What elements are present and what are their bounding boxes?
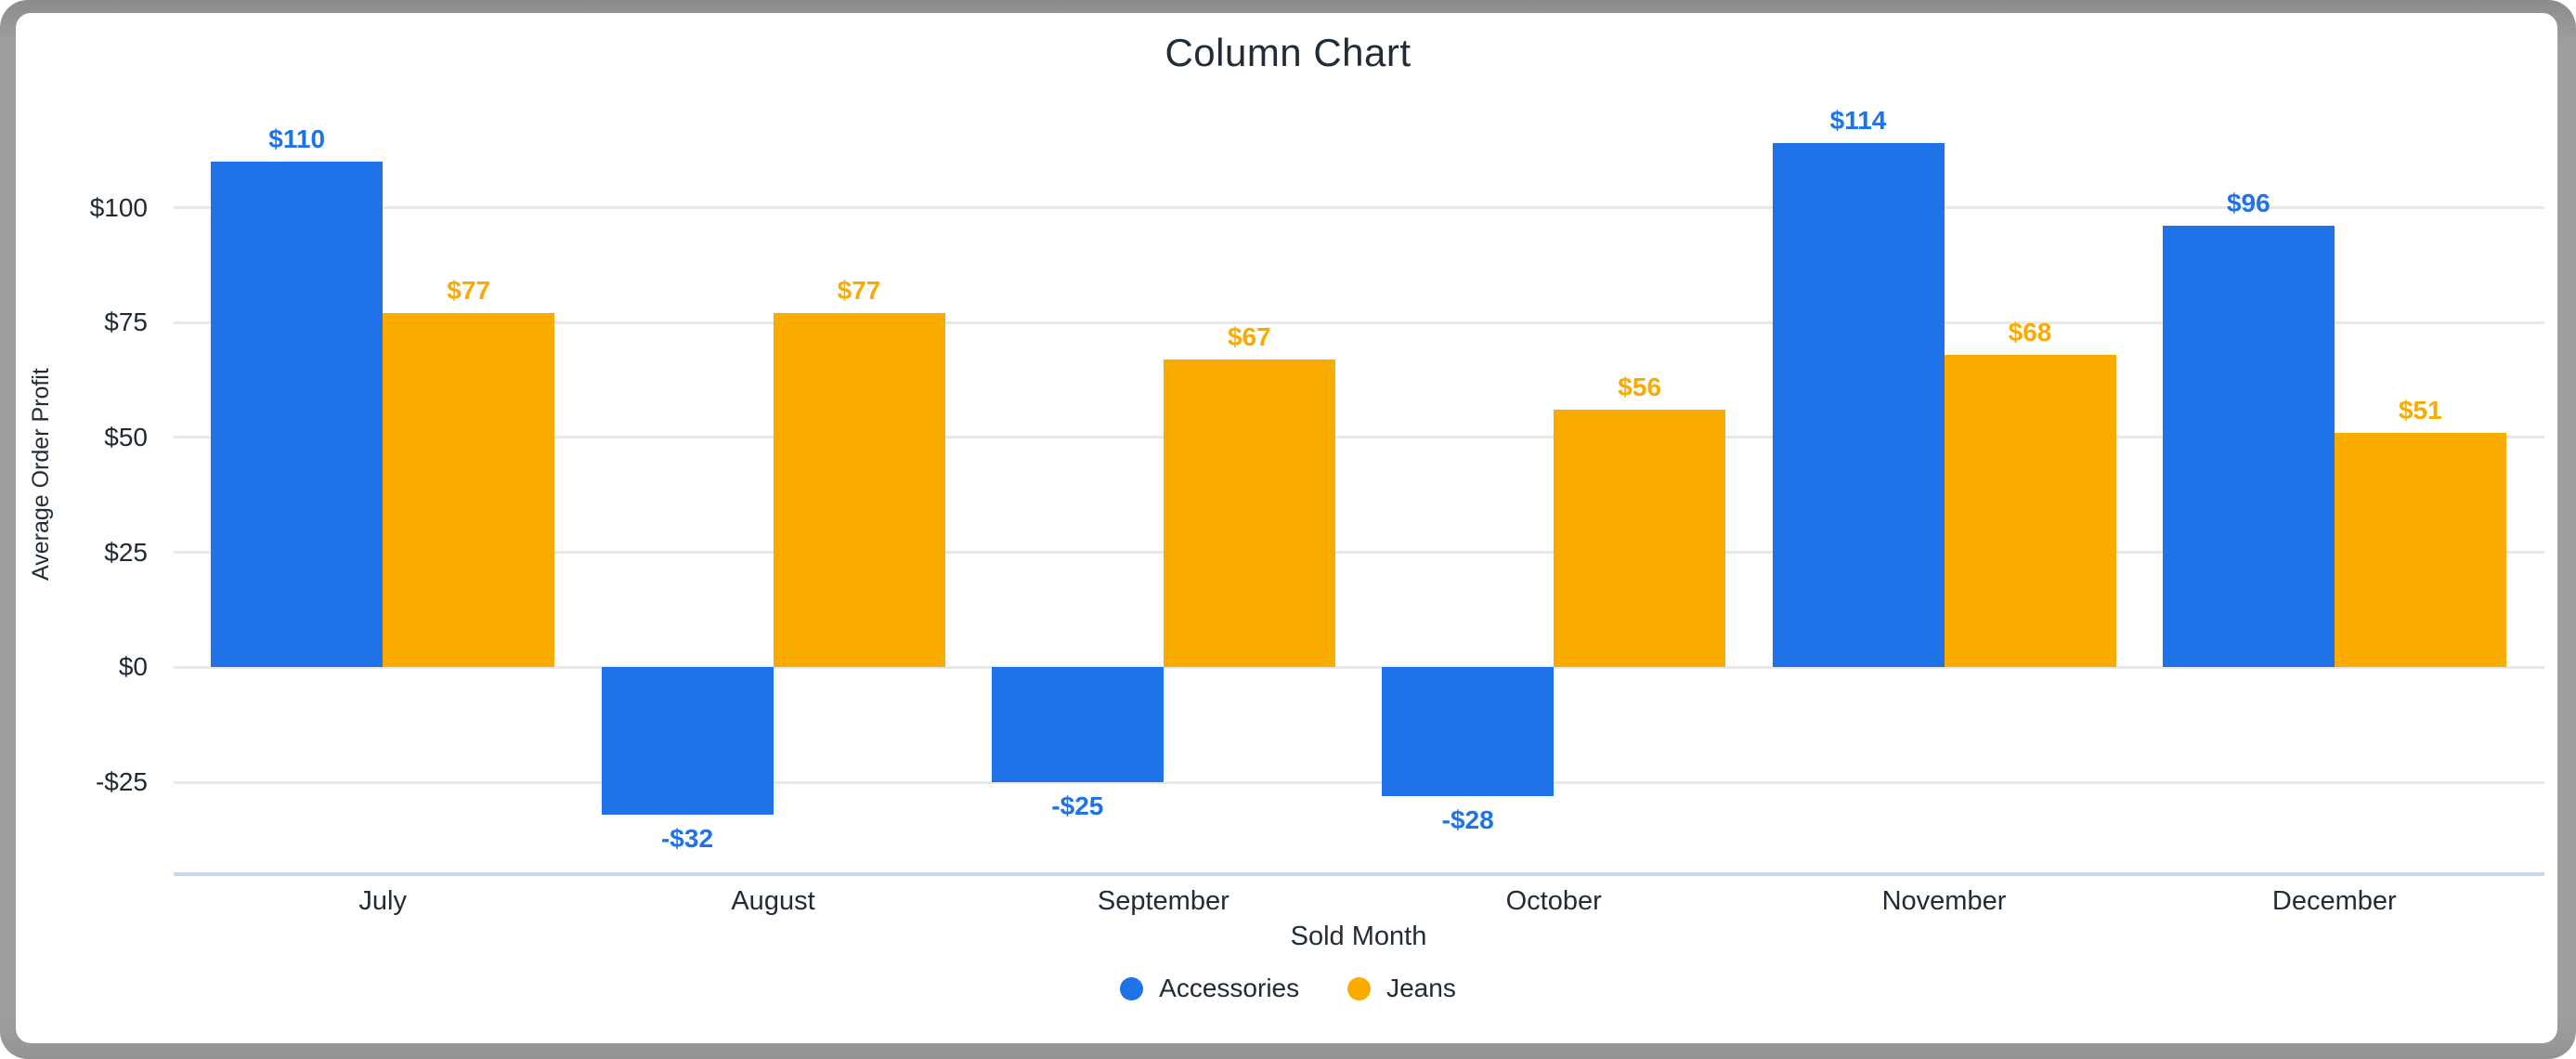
legend-label-jeans: Jeans <box>1386 974 1456 1002</box>
bar-label-jeans-july: $77 <box>447 276 491 306</box>
bar-label-accessories-september: -$25 <box>1051 791 1104 821</box>
x-tick-label-july: July <box>358 886 407 916</box>
legend-label-accessories: Accessories <box>1159 974 1300 1002</box>
legend-swatch-accessories <box>1120 976 1144 1000</box>
bar-accessories-november[interactable] <box>1772 143 1945 668</box>
bar-label-jeans-september: $67 <box>1227 321 1271 351</box>
gridline-50 <box>174 436 2544 439</box>
legend: Accessories Jeans <box>0 974 2576 1003</box>
gridline-100 <box>174 206 2544 209</box>
legend-item-accessories[interactable]: Accessories <box>1120 974 1299 1003</box>
y-tick-label-0: $0 <box>118 652 148 682</box>
bar-jeans-november[interactable] <box>1944 354 2116 668</box>
bar-accessories-october[interactable] <box>1382 667 1555 796</box>
bar-jeans-august[interactable] <box>773 313 945 668</box>
bar-label-accessories-july: $110 <box>268 124 326 154</box>
bar-accessories-july[interactable] <box>211 162 384 668</box>
bar-accessories-august[interactable] <box>601 667 774 815</box>
bar-label-accessories-august: -$32 <box>660 823 714 853</box>
x-axis-line <box>174 872 2544 876</box>
y-tick-label-100: $100 <box>89 192 148 222</box>
bar-jeans-july[interactable] <box>383 313 555 668</box>
y-tick-label--25: -$25 <box>95 767 148 797</box>
bar-label-jeans-august: $77 <box>837 276 881 306</box>
bar-label-jeans-october: $56 <box>1618 373 1662 402</box>
x-tick-label-october: October <box>1505 886 1602 916</box>
bar-label-accessories-november: $114 <box>1829 106 1887 136</box>
x-tick-label-august: August <box>731 886 815 916</box>
x-tick-label-september: September <box>1097 886 1229 916</box>
bar-accessories-september[interactable] <box>991 667 1164 783</box>
bar-label-jeans-november: $68 <box>2008 317 2052 346</box>
x-axis-title: Sold Month <box>1290 922 1427 951</box>
y-tick-label-75: $75 <box>104 307 148 337</box>
bar-jeans-december[interactable] <box>2334 432 2506 668</box>
gridline-0 <box>174 665 2544 669</box>
bar-label-accessories-december: $96 <box>2226 189 2270 218</box>
bar-label-accessories-october: -$28 <box>1441 804 1494 834</box>
bar-label-jeans-december: $51 <box>2398 395 2442 425</box>
y-tick-label-50: $50 <box>104 422 148 451</box>
x-tick-label-november: November <box>1881 886 2007 916</box>
chart-title: Column Chart <box>1164 31 1412 74</box>
bar-accessories-december[interactable] <box>2162 226 2335 668</box>
gridline-75 <box>174 320 2544 324</box>
x-tick-label-december: December <box>2271 886 2397 916</box>
gridline-25 <box>174 551 2544 555</box>
bar-jeans-october[interactable] <box>1554 410 1726 668</box>
bar-jeans-september[interactable] <box>1163 359 1335 668</box>
y-tick-label-25: $25 <box>104 537 148 567</box>
gridline--25 <box>174 780 2544 784</box>
legend-swatch-jeans <box>1347 976 1372 1000</box>
legend-item-jeans[interactable]: Jeans <box>1347 974 1456 1003</box>
